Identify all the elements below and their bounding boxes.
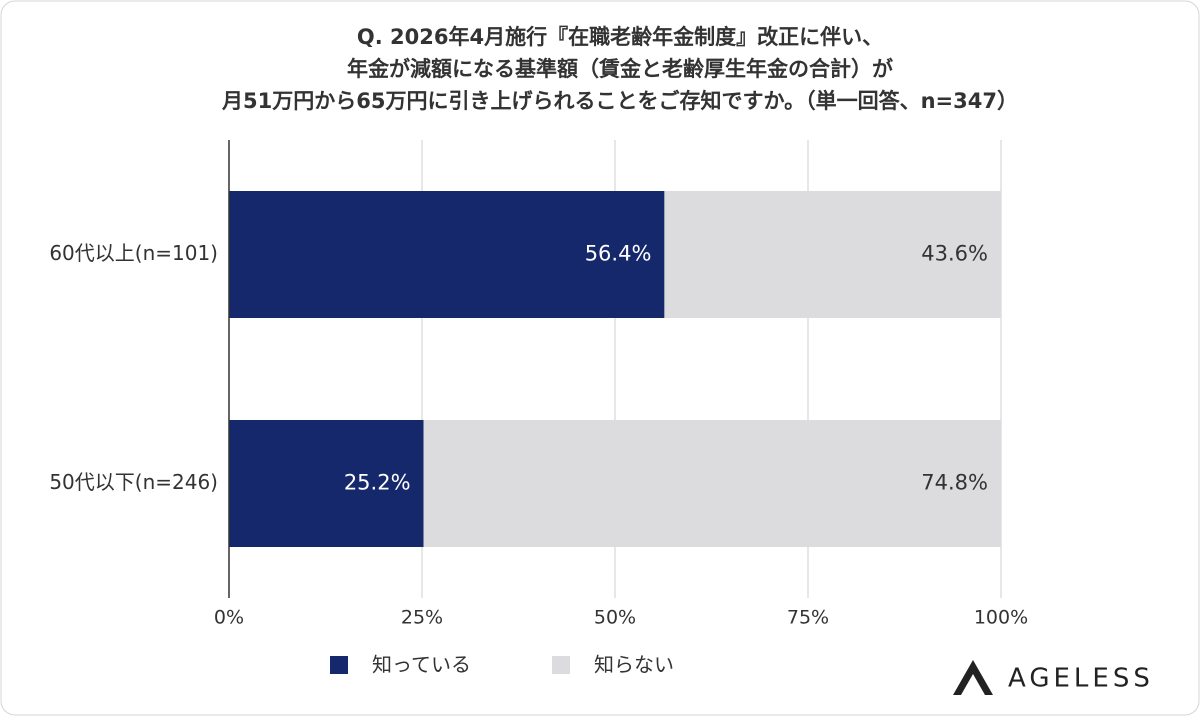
value-label: 56.4% [585, 242, 652, 266]
legend-label: 知らない [594, 653, 674, 677]
x-tick-label: 100% [974, 607, 1028, 629]
legend-swatch [330, 656, 348, 674]
legend-swatch [552, 656, 570, 674]
brand: AGELESS [1008, 664, 1154, 694]
title-line: 月51万円から65万円に引き上げられることをご存知ですか。（単一回答、n=347… [221, 89, 1018, 113]
value-label: 43.6% [921, 242, 988, 266]
bar-segment [229, 420, 424, 547]
value-label: 74.8% [921, 471, 988, 495]
x-tick-label: 0% [214, 607, 244, 629]
legend-label: 知っている [372, 653, 471, 677]
y-tick-label: 50代以下(n=246) [49, 470, 218, 494]
x-tick-label: 75% [787, 607, 829, 629]
bar-segment [229, 191, 665, 318]
y-tick-label: 60代以上(n=101) [49, 241, 218, 265]
logo-mark [953, 660, 993, 695]
title: Q. 2026年4月施行『在職老齢年金制度』改正に伴い、 年金が減額になる基準額… [221, 25, 1018, 113]
bar-segment [664, 191, 1001, 318]
title-line: 年金が減額になる基準額（賃金と老齢厚生年金の合計）が [347, 57, 893, 81]
title-line: Q. 2026年4月施行『在職老齢年金制度』改正に伴い、 [357, 25, 883, 49]
bar-segment [423, 420, 1001, 547]
x-tick-label: 50% [594, 607, 636, 629]
x-tick-label: 25% [401, 607, 443, 629]
value-label: 25.2% [344, 471, 411, 495]
logo: AGELESS [953, 660, 1154, 695]
